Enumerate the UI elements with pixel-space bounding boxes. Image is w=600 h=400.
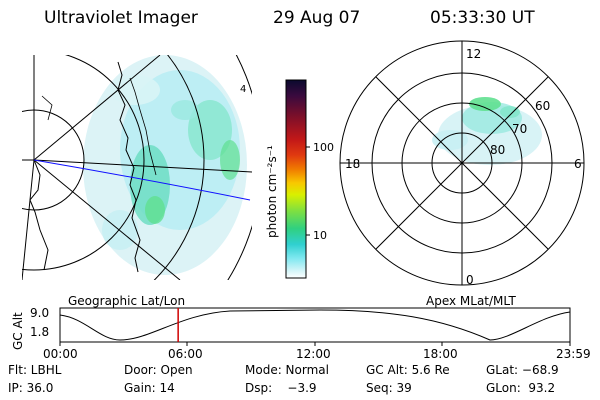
colorbar-tick-100: 100 (313, 141, 334, 154)
glat-field: GLat: −68.9 (486, 363, 559, 377)
colorbar-unit-label: photon cm⁻²s⁻¹ (265, 145, 279, 238)
date-label: 29 Aug 07 (273, 8, 361, 28)
left-panel-label: Geographic Lat/Lon (68, 294, 186, 308)
mlat-label-60: 60 (535, 99, 550, 113)
right-panel-label: Apex MLat/MLT (426, 294, 516, 308)
mlt-label-0: 0 (466, 273, 474, 287)
timeline-xtick: 12:00 (296, 347, 331, 361)
time-label: 05:33:30 UT (430, 8, 535, 28)
mlt-label-6: 6 (574, 157, 582, 171)
mlat-label-70: 70 (512, 122, 527, 136)
mlt-label-18: 18 (345, 157, 360, 171)
timeline-xtick: 23:59 (556, 347, 591, 361)
filter-field: Flt: LBHL (8, 363, 62, 377)
ip-field: IP: 36.0 (8, 381, 54, 395)
colorbar-tick-10: 10 (313, 229, 327, 242)
timeline-axis-title: GC Alt (11, 312, 25, 350)
glon-field: GLon: 93.2 (486, 381, 556, 395)
mlt-label-12: 12 (466, 47, 481, 61)
door-field: Door: Open (124, 363, 193, 377)
dsp-field: Dsp: −3.9 (245, 381, 317, 395)
mlat-label-80: 80 (490, 143, 505, 157)
seq-field: Seq: 39 (366, 381, 412, 395)
timeline-xtick: 06:00 (168, 347, 203, 361)
timeline-ytick-1-8: 1.8 (30, 325, 49, 339)
gc-alt-field: GC Alt: 5.6 Re (366, 363, 450, 377)
mode-field: Mode: Normal (245, 363, 329, 377)
timeline-ytick-9: 9.0 (30, 306, 49, 320)
timeline-xtick: 00:00 (43, 347, 78, 361)
timeline-xtick: 18:00 (423, 347, 458, 361)
gain-field: Gain: 14 (124, 381, 175, 395)
grid-annotation: 4 (240, 84, 246, 95)
instrument-title: Ultraviolet Imager (44, 8, 198, 28)
